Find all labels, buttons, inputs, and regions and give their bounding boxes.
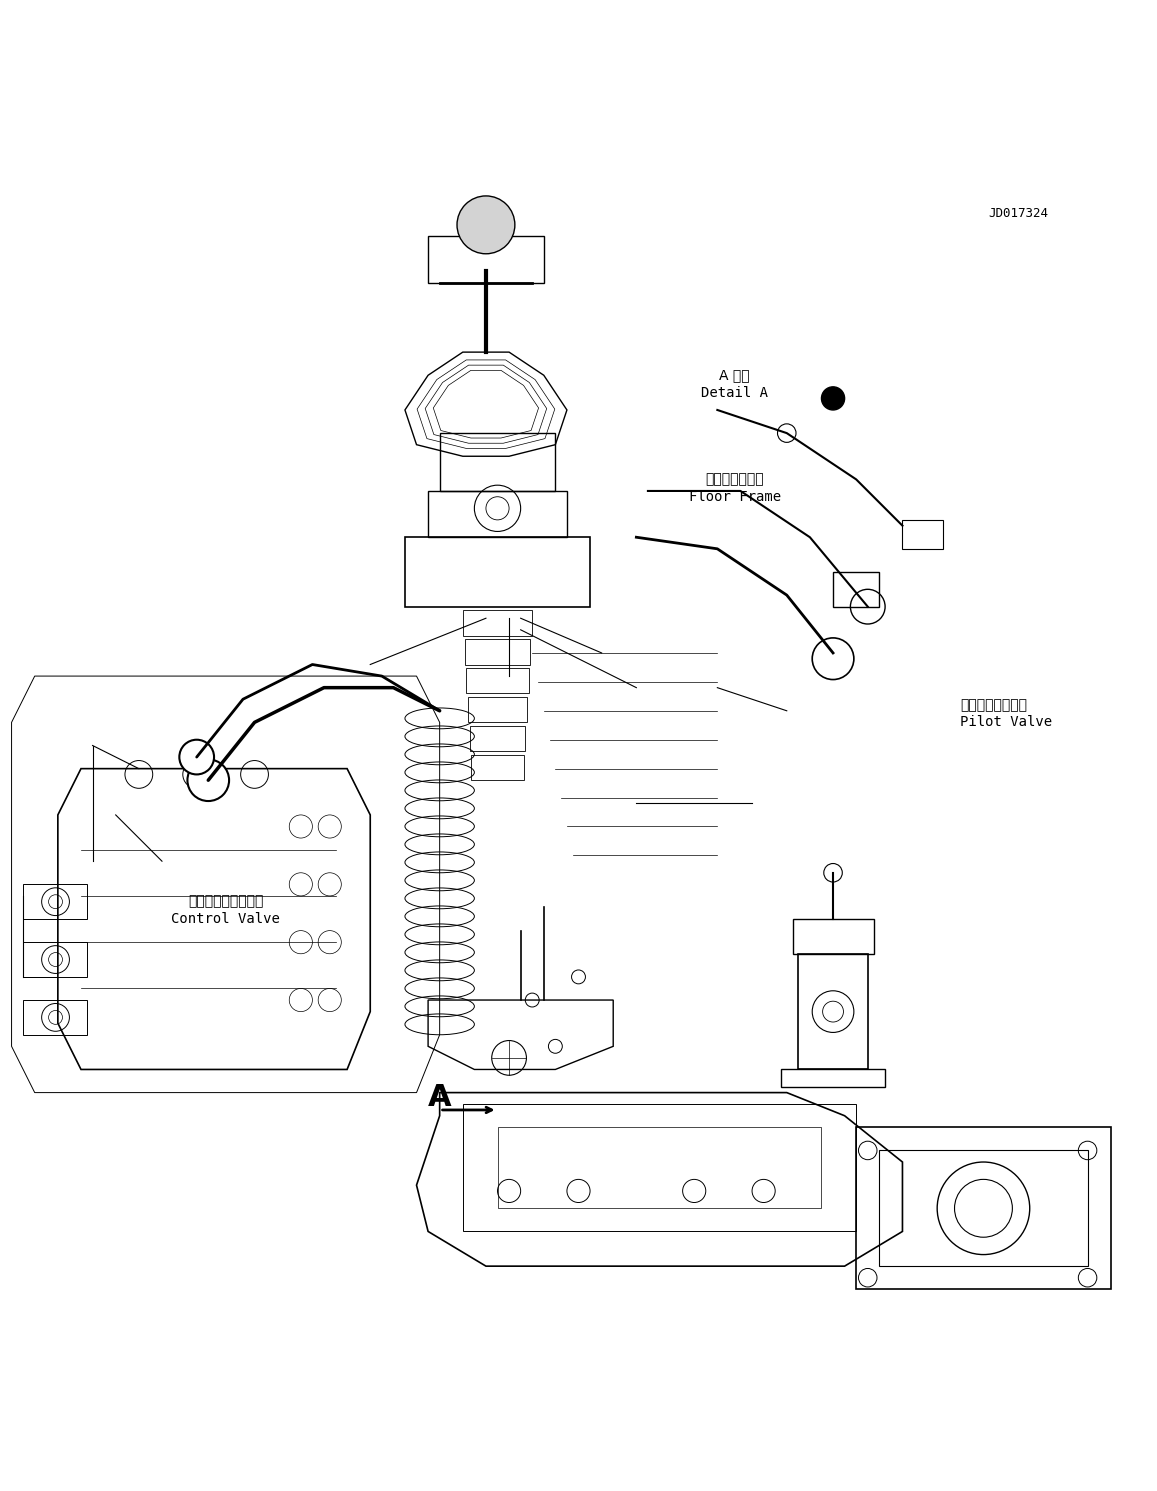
Bar: [902, 520, 943, 549]
Bar: [472, 754, 523, 780]
Circle shape: [187, 759, 229, 801]
Bar: [781, 1069, 885, 1087]
Circle shape: [457, 195, 515, 253]
Bar: [428, 237, 544, 283]
Bar: [466, 668, 529, 693]
Text: A: A: [428, 1084, 451, 1112]
Circle shape: [821, 386, 845, 410]
Bar: [498, 1127, 821, 1208]
Bar: [463, 610, 532, 635]
Bar: [856, 1127, 1111, 1290]
Bar: [467, 696, 526, 722]
Bar: [464, 640, 530, 665]
Text: コントロールバルブ: コントロールバルブ: [187, 895, 264, 908]
Text: Pilot Valve: Pilot Valve: [960, 716, 1053, 729]
Text: Detail A: Detail A: [701, 386, 768, 400]
Text: パイロットバルブ: パイロットバルブ: [960, 698, 1027, 713]
Text: JD017324: JD017324: [988, 207, 1048, 219]
Bar: [23, 1000, 87, 1035]
Bar: [463, 1105, 856, 1232]
Bar: [23, 942, 87, 977]
Bar: [428, 491, 567, 537]
Bar: [470, 726, 525, 751]
Text: A 詳細: A 詳細: [720, 368, 750, 382]
Circle shape: [179, 740, 214, 774]
Circle shape: [812, 638, 854, 680]
Text: フロアフレーム: フロアフレーム: [706, 473, 764, 486]
Bar: [879, 1151, 1088, 1266]
Bar: [440, 432, 555, 491]
Bar: [793, 918, 874, 954]
Bar: [405, 537, 590, 607]
Bar: [798, 954, 868, 1069]
Bar: [833, 573, 879, 607]
Text: Floor Frame: Floor Frame: [688, 489, 781, 504]
Text: Control Valve: Control Valve: [171, 912, 280, 926]
Bar: [23, 884, 87, 918]
